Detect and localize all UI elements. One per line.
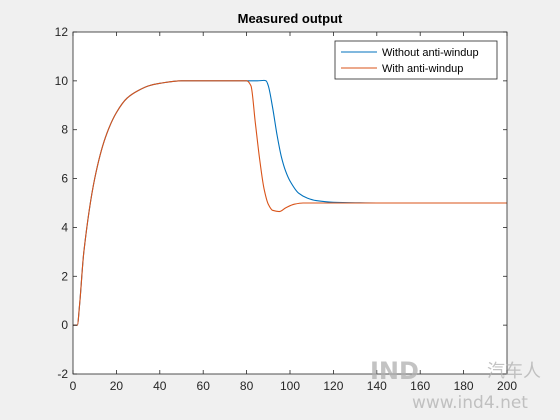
x-tick-label: 120: [323, 379, 343, 393]
y-tick-label: 6: [61, 172, 68, 186]
series-line-2: [72, 80, 507, 326]
x-tick-label: 0: [70, 379, 77, 393]
y-tick-label: 0: [61, 318, 68, 332]
x-tick-label: 20: [110, 379, 124, 393]
watermark-url: www.ind4.net: [412, 393, 528, 413]
series-layer: [72, 79, 507, 326]
y-tick-label: -2: [57, 367, 68, 381]
y-tick-label: 8: [61, 123, 68, 137]
x-tick-label: 80: [240, 379, 254, 393]
x-tick-label: 200: [497, 379, 517, 393]
watermark: IND 汽车人 www.ind4.net: [370, 357, 541, 413]
y-tick-label: 10: [55, 74, 69, 88]
legend-box: [334, 40, 498, 80]
legend: Without anti-windup With anti-windup: [334, 40, 498, 80]
x-tick-label: 180: [454, 379, 474, 393]
legend-label-2: With anti-windup: [382, 63, 463, 75]
y-tick-label: 4: [61, 220, 68, 234]
watermark-logo: IND: [370, 357, 419, 385]
watermark-cn: 汽车人: [487, 361, 541, 382]
x-tick-label: 140: [367, 379, 387, 393]
x-tick-label: 100: [280, 379, 300, 393]
y-axis: -2 0 2 4 6 8 10 12: [55, 25, 507, 381]
x-axis: 0 20 40 60 80 100 120 140 160 180 200: [70, 32, 517, 393]
legend-label-1: Without anti-windup: [382, 47, 479, 59]
x-tick-label: 160: [410, 379, 430, 393]
y-tick-label: 2: [61, 269, 68, 283]
x-tick-label: 40: [153, 379, 167, 393]
x-tick-label: 60: [197, 379, 211, 393]
y-tick-label: 12: [55, 25, 69, 39]
chart-title: Measured output: [238, 11, 343, 26]
